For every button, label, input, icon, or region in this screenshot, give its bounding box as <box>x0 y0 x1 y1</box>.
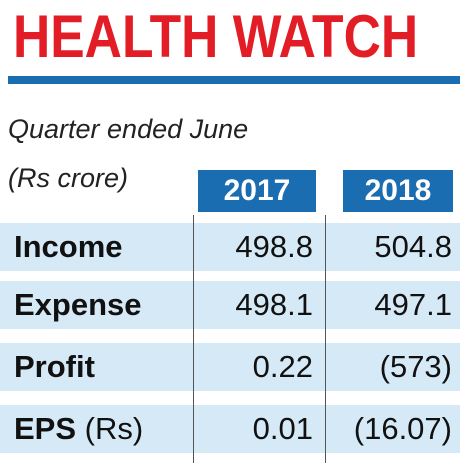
table-row-eps: EPS (Rs) 0.01 (16.07) <box>0 405 460 453</box>
row-unit-eps: (Rs) <box>84 411 144 446</box>
row-label-expense: Expense <box>14 287 142 322</box>
row-label-profit: Profit <box>14 349 95 384</box>
cell-expense-2018: 497.1 <box>374 287 452 322</box>
table-row-profit: Profit 0.22 (573) <box>0 343 460 391</box>
column-divider-right <box>325 215 326 463</box>
row-label-income: Income <box>14 229 123 264</box>
cell-income-2018: 504.8 <box>374 229 452 264</box>
column-header-2017: 2017 <box>198 170 316 212</box>
cell-profit-2017: 0.22 <box>252 349 313 384</box>
cell-eps-2018: (16.07) <box>353 411 452 446</box>
title-underline <box>8 76 460 84</box>
cell-expense-2017: 498.1 <box>235 287 313 322</box>
cell-income-2017: 498.8 <box>235 229 313 264</box>
subtitle-unit: (Rs crore) <box>8 163 128 193</box>
row-label-eps: EPS (Rs) <box>14 411 144 446</box>
table-row-income: Income 498.8 504.8 <box>0 223 460 271</box>
cell-eps-2017: 0.01 <box>252 411 313 446</box>
subtitle-period: Quarter ended June <box>8 114 249 144</box>
column-divider-left <box>193 215 194 463</box>
cell-profit-2018: (573) <box>379 349 452 384</box>
table-row-expense: Expense 498.1 497.1 <box>0 281 460 329</box>
column-header-2018: 2018 <box>343 170 453 212</box>
page-title: HEALTH WATCH <box>13 3 419 70</box>
